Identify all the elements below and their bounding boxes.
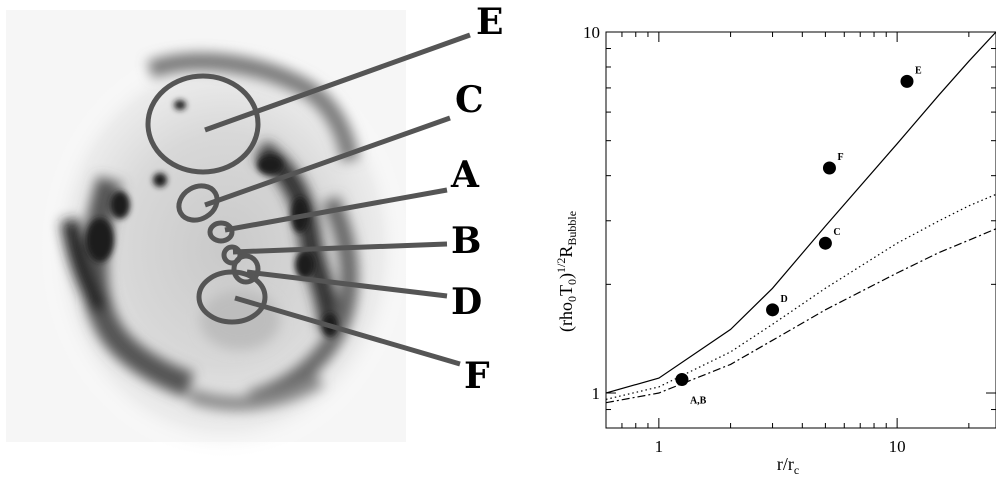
region-label-a: A bbox=[450, 154, 480, 196]
region-ellipses bbox=[145, 73, 268, 325]
data-point-label: C bbox=[833, 227, 840, 238]
axis-ticks bbox=[605, 31, 996, 429]
x-axis-label: r/rc bbox=[777, 454, 799, 477]
y-axis-label: (rho0T0)1/2RBubble bbox=[554, 211, 579, 332]
nebula-image-panel: E C A B D F bbox=[40, 1, 504, 460]
region-f-ellipse bbox=[196, 269, 268, 325]
region-c-ellipse bbox=[176, 183, 220, 223]
x-tick-label: 1 bbox=[655, 437, 664, 456]
region-label-b: B bbox=[451, 220, 481, 262]
data-point-label: A,B bbox=[690, 396, 707, 407]
model-curves bbox=[606, 32, 996, 404]
data-point-label: E bbox=[915, 65, 922, 76]
curve-dotted bbox=[606, 193, 996, 400]
region-e-ellipse bbox=[145, 73, 261, 175]
region-label-c: C bbox=[455, 79, 484, 121]
y-tick-label: 1 bbox=[592, 384, 601, 403]
data-point bbox=[900, 74, 914, 88]
data-point bbox=[818, 236, 832, 250]
region-label-d: D bbox=[451, 281, 482, 323]
plot-frame bbox=[605, 31, 996, 429]
data-point bbox=[675, 373, 689, 387]
data-points: A,B D C F E bbox=[675, 65, 922, 407]
axis-tick-labels: 1 10 1 10 bbox=[583, 23, 906, 456]
data-point-label: F bbox=[837, 152, 843, 163]
curve-dashdot bbox=[606, 228, 996, 404]
nebula-image: E C A B D F bbox=[40, 1, 504, 460]
x-tick-label: 10 bbox=[889, 437, 906, 456]
region-label-f: F bbox=[464, 355, 490, 397]
region-d-ellipse bbox=[231, 253, 261, 285]
bubble-radius-chart: A,B D C F E 1 10 1 10 r/rc (rho0T0)1/2RBubble bbox=[554, 23, 996, 477]
y-tick-label: 10 bbox=[583, 23, 600, 42]
leader-lines bbox=[204, 32, 471, 367]
region-label-e: E bbox=[476, 1, 503, 43]
curve-solid bbox=[606, 32, 996, 394]
chart-panel: A,B D C F E 1 10 1 10 r/rc (rho0T0)1/2RBubble bbox=[520, 0, 996, 481]
nebula-shell bbox=[61, 52, 359, 411]
region-a-ellipse bbox=[207, 220, 235, 244]
data-point bbox=[766, 303, 780, 317]
data-point-label: D bbox=[781, 294, 788, 305]
data-point bbox=[822, 161, 836, 175]
